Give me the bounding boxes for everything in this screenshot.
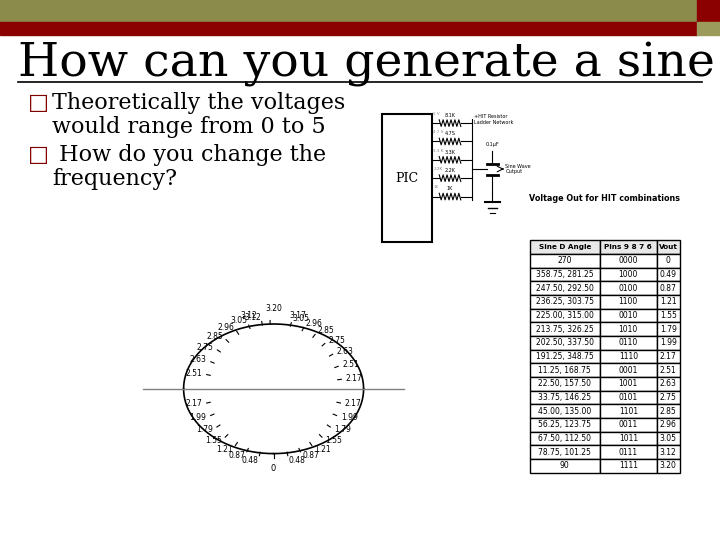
Text: 0: 0 bbox=[271, 464, 276, 474]
Text: 3.20: 3.20 bbox=[265, 304, 282, 313]
Text: 2.85: 2.85 bbox=[318, 326, 335, 335]
Text: 3.05: 3.05 bbox=[292, 314, 310, 323]
Text: 1.55: 1.55 bbox=[205, 436, 222, 445]
Text: 4.7S: 4.7S bbox=[444, 131, 456, 136]
Bar bbox=[0, 22, 697, 35]
Text: 4.7 S: 4.7 S bbox=[433, 130, 444, 134]
Text: 1.79: 1.79 bbox=[334, 425, 351, 434]
Text: 3.17: 3.17 bbox=[289, 310, 307, 320]
Text: 1K: 1K bbox=[447, 186, 453, 191]
Text: 2.17: 2.17 bbox=[345, 400, 361, 408]
Text: 2.75: 2.75 bbox=[197, 343, 214, 352]
Text: 2.2K: 2.2K bbox=[433, 167, 443, 171]
Text: 0.87: 0.87 bbox=[302, 451, 319, 461]
Text: PIC: PIC bbox=[395, 172, 418, 185]
Text: 5 V: 5 V bbox=[433, 112, 440, 116]
Text: 2.96: 2.96 bbox=[217, 323, 234, 332]
Text: frequency?: frequency? bbox=[52, 168, 177, 190]
Text: +HIT Resistor
Ladder Network: +HIT Resistor Ladder Network bbox=[474, 114, 513, 125]
Text: 1.55: 1.55 bbox=[325, 436, 342, 445]
Text: 3.3 K: 3.3 K bbox=[433, 148, 444, 153]
Text: 1K: 1K bbox=[433, 185, 438, 190]
Bar bbox=[697, 22, 720, 35]
Bar bbox=[382, 114, 432, 242]
Text: 2.51: 2.51 bbox=[343, 360, 359, 369]
Text: 3.3K: 3.3K bbox=[444, 150, 456, 154]
Text: 0.48: 0.48 bbox=[242, 456, 258, 464]
Text: □: □ bbox=[28, 144, 49, 166]
Text: 0.1μF: 0.1μF bbox=[486, 142, 499, 147]
Text: 1.21: 1.21 bbox=[315, 445, 331, 454]
Text: 2.96: 2.96 bbox=[306, 319, 323, 328]
Text: 2.17: 2.17 bbox=[346, 374, 363, 383]
Text: 2.2K: 2.2K bbox=[444, 168, 456, 173]
Text: 3.12: 3.12 bbox=[244, 313, 261, 321]
Text: 3.12: 3.12 bbox=[240, 310, 258, 320]
Text: 2.63: 2.63 bbox=[336, 347, 354, 356]
Text: Theoretically the voltages: Theoretically the voltages bbox=[52, 92, 346, 114]
Text: 8.1K: 8.1K bbox=[444, 113, 456, 118]
Text: Voltage Out for HIT combinations: Voltage Out for HIT combinations bbox=[529, 194, 680, 203]
Text: 1.79: 1.79 bbox=[197, 425, 213, 434]
Text: 2.63: 2.63 bbox=[190, 355, 207, 364]
Text: 2.75: 2.75 bbox=[328, 336, 345, 345]
Bar bbox=[0, 0, 697, 22]
Text: 1.21: 1.21 bbox=[216, 445, 233, 454]
Text: 1.99: 1.99 bbox=[189, 413, 207, 422]
Text: 0.48: 0.48 bbox=[289, 456, 305, 464]
Text: would range from 0 to 5: would range from 0 to 5 bbox=[52, 116, 325, 138]
Text: 1.99: 1.99 bbox=[341, 413, 358, 422]
Text: 0.87: 0.87 bbox=[228, 451, 245, 461]
Text: 2.85: 2.85 bbox=[206, 332, 223, 341]
Text: How do you change the: How do you change the bbox=[52, 144, 326, 166]
Text: 2.51: 2.51 bbox=[186, 369, 202, 378]
Text: □: □ bbox=[28, 92, 49, 114]
Text: 3.05: 3.05 bbox=[230, 316, 247, 326]
Bar bbox=[697, 0, 720, 22]
Text: How can you generate a sine wave?: How can you generate a sine wave? bbox=[18, 42, 720, 87]
Text: Sine Wave
Output: Sine Wave Output bbox=[505, 164, 531, 174]
Text: 2.17: 2.17 bbox=[186, 400, 202, 408]
